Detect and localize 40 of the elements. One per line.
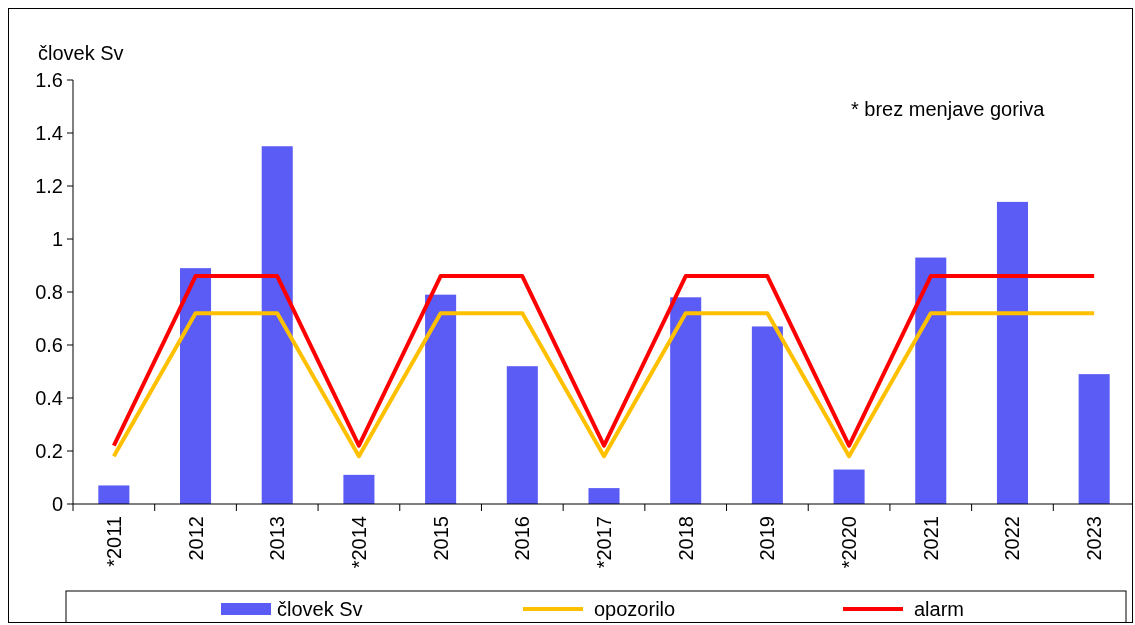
legend-label: alarm — [914, 598, 965, 620]
y-tick-label: 0 — [51, 493, 63, 515]
bar — [425, 294, 457, 504]
bar — [180, 268, 212, 504]
legend-label: človek Sv — [277, 598, 363, 620]
y-tick-label: 1.6 — [35, 69, 63, 91]
legend-label: opozorilo — [594, 598, 676, 620]
bar — [343, 474, 375, 504]
x-tick-label: *2014 — [347, 516, 370, 569]
x-tick-label: *2011 — [102, 516, 125, 567]
x-tick-label: 2019 — [756, 516, 779, 561]
x-tick-label: 2016 — [511, 516, 534, 561]
y-tick-label: 1 — [51, 228, 63, 250]
x-tick-label: 2021 — [919, 516, 942, 561]
bar — [1078, 374, 1110, 504]
x-tick-label: 2022 — [1001, 516, 1024, 561]
x-tick-label: 2018 — [674, 516, 697, 561]
annotation: * brez menjave goriva — [851, 98, 1046, 120]
bar — [996, 201, 1028, 504]
x-tick-label: *2020 — [838, 516, 861, 569]
x-tick-label: 2012 — [184, 516, 207, 561]
y-axis-title: človek Sv — [38, 42, 124, 64]
x-tick-label: 2015 — [429, 516, 452, 561]
y-tick-label: 1.4 — [35, 122, 63, 144]
bar — [833, 469, 865, 504]
bar — [506, 366, 538, 504]
x-tick-label: 2023 — [1083, 516, 1106, 561]
bar — [588, 488, 620, 504]
bar — [751, 326, 783, 504]
bar — [915, 257, 947, 504]
y-tick-label: 1.2 — [35, 175, 63, 197]
bar — [98, 485, 130, 504]
y-tick-label: 0.6 — [35, 334, 63, 356]
bar — [670, 297, 702, 504]
y-tick-label: 0.8 — [35, 281, 63, 303]
bar — [261, 146, 293, 504]
x-tick-label: *2017 — [593, 516, 615, 569]
x-tick-label: 2013 — [266, 516, 289, 561]
y-tick-label: 0.2 — [35, 440, 63, 462]
y-tick-label: 0.4 — [35, 387, 63, 409]
